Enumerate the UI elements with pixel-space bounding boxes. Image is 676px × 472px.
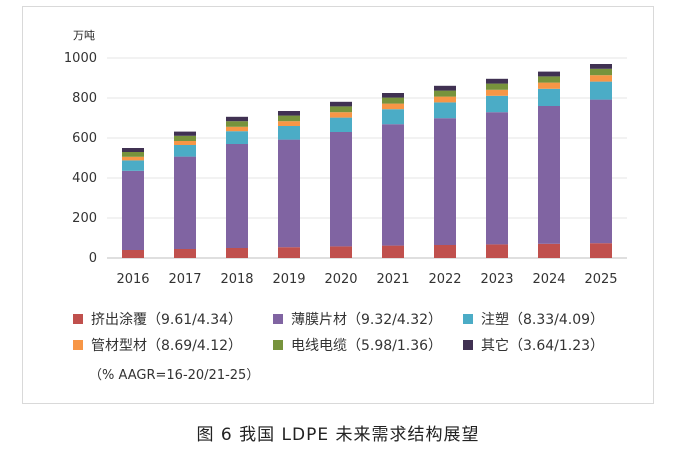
y-tick-label: 200 [72, 211, 97, 226]
legend-label: 注塑（8.33/4.09） [481, 312, 605, 328]
x-tick-label: 2016 [116, 272, 149, 287]
bar-segment-2020-s3 [330, 112, 352, 118]
legend-swatch [73, 340, 83, 350]
bar-segment-2023-s1 [486, 112, 508, 245]
bar-segment-2025-s3 [590, 75, 612, 82]
x-tick-label: 2024 [532, 272, 565, 287]
bar-segment-2022-s4 [434, 90, 456, 97]
bar-segment-2018-s1 [226, 144, 248, 248]
legend-swatch [273, 314, 283, 324]
bar-segment-2017-s1 [174, 156, 196, 249]
legend-label: 其它（3.64/1.23） [481, 338, 605, 354]
bar-segment-2018-s0 [226, 248, 248, 258]
bar-segment-2023-s3 [486, 89, 508, 96]
legend-swatch [463, 340, 473, 350]
chart-plot: 万吨 0 200 400 600 800 1000 2016 2017 2018 2019 2020 2… [64, 29, 627, 287]
bar-segment-2017-s3 [174, 141, 196, 145]
legend-label: 管材型材（8.69/4.12） [91, 338, 243, 354]
y-tick-label: 600 [72, 131, 97, 146]
bar-segment-2025-s4 [590, 68, 612, 76]
bar-segment-2022-s1 [434, 118, 456, 245]
bar-segment-2024-s1 [538, 106, 560, 244]
y-tick-label: 0 [89, 251, 97, 266]
bar-segment-2018-s2 [226, 131, 248, 144]
bar-segment-2019-s4 [278, 115, 300, 122]
bar-segment-2021-s0 [382, 245, 404, 258]
bar-segment-2019-s3 [278, 121, 300, 126]
bar-segment-2021-s1 [382, 124, 404, 246]
bar-segment-2018-s5 [226, 116, 248, 122]
bar-segment-2023-s2 [486, 95, 508, 113]
bar-segment-2016-s4 [122, 152, 144, 157]
legend-item-injection: 注塑（8.33/4.09） [463, 309, 604, 329]
bar-segment-2022-s5 [434, 85, 456, 91]
bar-segment-2024-s0 [538, 243, 560, 258]
bar-segment-2016-s5 [122, 148, 144, 152]
x-tick-label: 2019 [272, 272, 305, 287]
bar-segment-2025-s1 [590, 99, 612, 244]
bar-segment-2020-s4 [330, 106, 352, 113]
x-tick-label: 2017 [168, 272, 201, 287]
bar-segment-2018-s4 [226, 121, 248, 127]
bar-segment-2025-s0 [590, 243, 612, 258]
y-tick-label: 400 [72, 171, 97, 186]
legend-swatch [273, 340, 283, 350]
bar-segment-2025-s5 [590, 64, 612, 69]
bar-segment-2021-s3 [382, 103, 404, 110]
bar-segment-2019-s0 [278, 247, 300, 258]
aagr-note: （% AAGR=16-20/21-25） [89, 368, 260, 383]
bar-segment-2022-s0 [434, 245, 456, 258]
bar-segment-2016-s0 [122, 250, 144, 258]
x-tick-label: 2022 [428, 272, 461, 287]
bar-segment-2021-s2 [382, 109, 404, 125]
bar-segment-2019-s1 [278, 139, 300, 248]
bar-segment-2016-s3 [122, 156, 144, 161]
y-tick-label: 1000 [64, 51, 97, 66]
bar-segment-2016-s2 [122, 160, 144, 171]
bar-segment-2021-s4 [382, 97, 404, 104]
bar-segment-2023-s0 [486, 244, 508, 258]
bar-segment-2023-s4 [486, 83, 508, 90]
x-tick-label: 2023 [480, 272, 513, 287]
legend-item-film-sheet: 薄膜片材（9.32/4.32） [273, 309, 442, 329]
bar-segment-2024-s5 [538, 71, 560, 77]
x-tick-label: 2021 [376, 272, 409, 287]
bar-segment-2024-s2 [538, 88, 560, 106]
legend-swatch [73, 314, 83, 324]
chart-container: 万吨 0 200 400 600 800 1000 2016 2017 2018 2019 2020 2… [22, 6, 654, 404]
bar-segment-2020-s0 [330, 246, 352, 258]
legend-swatch [463, 314, 473, 324]
bar-segment-2025-s2 [590, 81, 612, 100]
bar-segment-2017-s5 [174, 131, 196, 136]
legend-label: 薄膜片材（9.32/4.32） [291, 312, 443, 328]
x-tick-label: 2025 [584, 272, 617, 287]
bar-segment-2017-s4 [174, 135, 196, 141]
y-tick-label: 800 [72, 91, 97, 106]
legend-item-extrusion-coating: 挤出涂覆（9.61/4.34） [73, 309, 242, 329]
bar-segment-2023-s5 [486, 78, 508, 84]
legend-item-wire-cable: 电线电缆（5.98/1.36） [273, 335, 442, 355]
legend-item-other: 其它（3.64/1.23） [463, 335, 604, 355]
bar-segment-2020-s5 [330, 101, 352, 107]
bar-segment-2018-s3 [226, 126, 248, 132]
legend-label: 电线电缆（5.98/1.36） [291, 338, 443, 354]
bar-segment-2024-s4 [538, 76, 560, 83]
bar-segment-2020-s2 [330, 117, 352, 132]
y-unit-label: 万吨 [73, 29, 95, 42]
bar-segment-2022-s2 [434, 102, 456, 119]
x-tick-label: 2020 [324, 272, 357, 287]
legend-item-pipe-profile: 管材型材（8.69/4.12） [73, 335, 242, 355]
legend-label: 挤出涂覆（9.61/4.34） [91, 312, 243, 328]
figure-caption: 图 6 我国 LDPE 未来需求结构展望 [196, 425, 480, 445]
bar-segment-2019-s5 [278, 111, 300, 116]
bar-segment-2016-s1 [122, 170, 144, 250]
bar-segment-2021-s5 [382, 93, 404, 98]
bar-segment-2020-s1 [330, 132, 352, 247]
bar-segment-2017-s2 [174, 145, 196, 157]
bar-segment-2019-s2 [278, 126, 300, 140]
x-tick-label: 2018 [220, 272, 253, 287]
bar-segment-2017-s0 [174, 249, 196, 258]
bar-segment-2024-s3 [538, 82, 560, 89]
bar-segment-2022-s3 [434, 96, 456, 103]
